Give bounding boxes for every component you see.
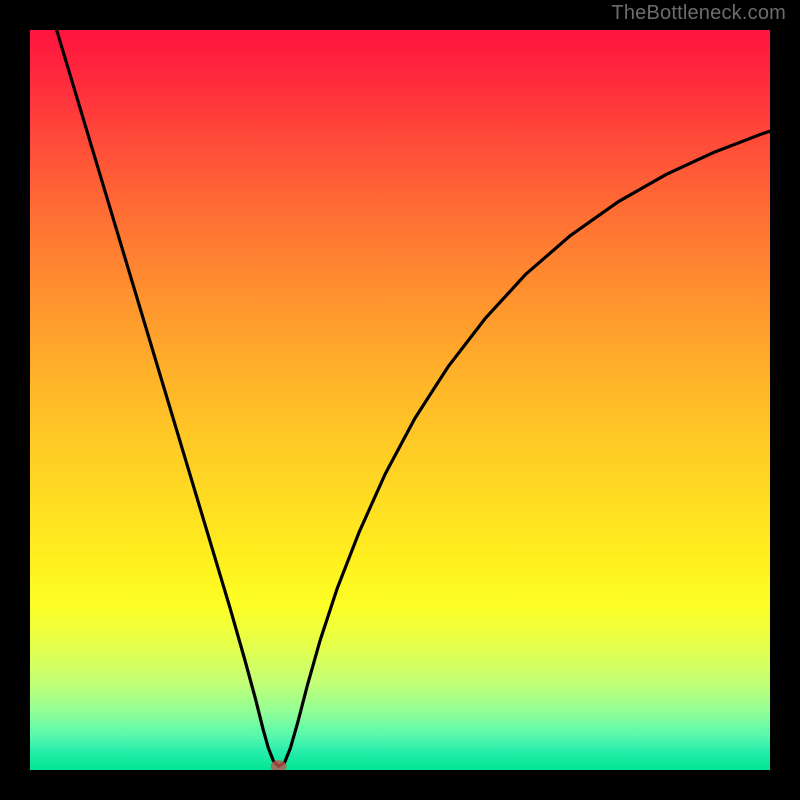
- watermark-text: TheBottleneck.com: [611, 2, 786, 25]
- bottleneck-curve: [52, 30, 770, 766]
- plot-area: [30, 30, 770, 770]
- chart-frame: TheBottleneck.com: [0, 0, 800, 800]
- bottleneck-curve-svg: [30, 30, 770, 770]
